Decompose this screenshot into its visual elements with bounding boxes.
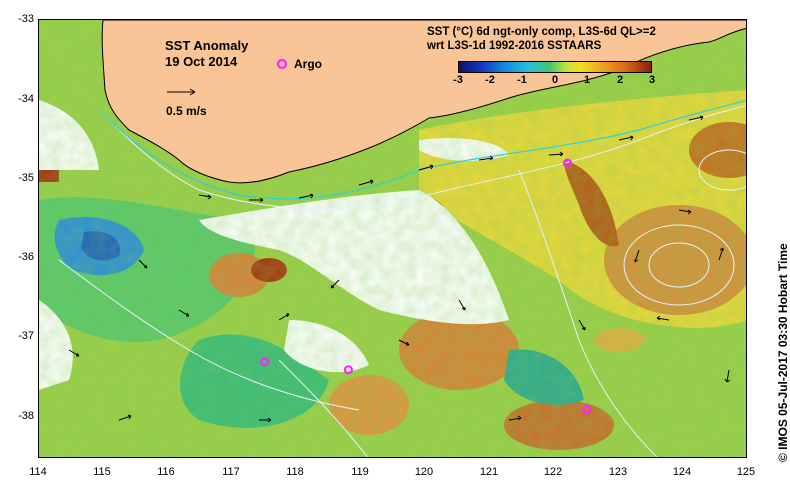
scale-arrow [167,88,196,96]
map-date: 19 Oct 2014 [165,54,238,69]
colorbar-tick-5: 2 [616,74,624,86]
colorbar-tick-1: -2 [485,74,495,86]
current-line [98,99,746,200]
colorbar-title-line2: wrt L3S-1d 1992-2016 SSTAARS [427,40,602,52]
y-axis-label: -34 [18,93,34,105]
x-axis-label: 124 [672,466,692,478]
colorbar [458,61,652,73]
x-axis-label: 122 [543,466,563,478]
argo-legend-label: Argo [294,57,322,71]
y-axis-label: -37 [18,330,34,342]
y-axis-label: -38 [18,410,34,422]
copyright-timestamp: © IMOS 05-Jul-2017 03:30 Hobart Time [776,243,790,462]
colorbar-tick-4: 1 [583,74,591,86]
argo-float-marker [259,357,270,367]
x-axis-label: 120 [414,466,434,478]
colorbar-tick-2: -1 [517,74,527,86]
sst-anomaly-map [39,20,746,457]
x-axis-label: 118 [286,466,304,478]
colorbar-tick-3: 0 [551,74,559,86]
map-title-block: SST Anomaly 19 Oct 2014 [165,38,248,70]
x-axis-label: 116 [157,466,175,478]
x-axis-label: 119 [351,466,369,478]
colorbar-title-line1: SST (°C) 6d ngt-only comp, L3S-6d QL>=2 [427,26,656,38]
argo-float-marker [562,158,573,168]
map-title: SST Anomaly [165,38,249,53]
argo-float-marker [582,404,592,415]
x-axis-label: 121 [479,466,499,478]
y-axis-label: -36 [18,251,34,263]
x-axis-label: 114 [29,466,47,478]
land-mass [101,20,746,184]
argo-floats [259,158,592,415]
y-axis-label: -33 [18,13,34,25]
argo-float-marker [343,365,353,375]
argo-legend-icon [276,58,288,70]
velocity-scale-label: 0.5 m/s [166,104,207,118]
velocity-arrows [68,115,731,423]
x-axis-label: 115 [93,466,111,478]
x-axis-label: 117 [222,466,240,478]
colorbar-tick-0: -3 [453,74,463,86]
colorbar-tick-6: 3 [648,74,656,86]
colorbar-title: SST (°C) 6d ngt-only comp, L3S-6d QL>=2 … [427,25,656,53]
map-panel [38,19,747,458]
x-axis-label: 125 [736,466,756,478]
y-axis-label: -35 [18,172,34,184]
x-axis-label: 123 [608,466,628,478]
ssh-contours [58,105,746,457]
